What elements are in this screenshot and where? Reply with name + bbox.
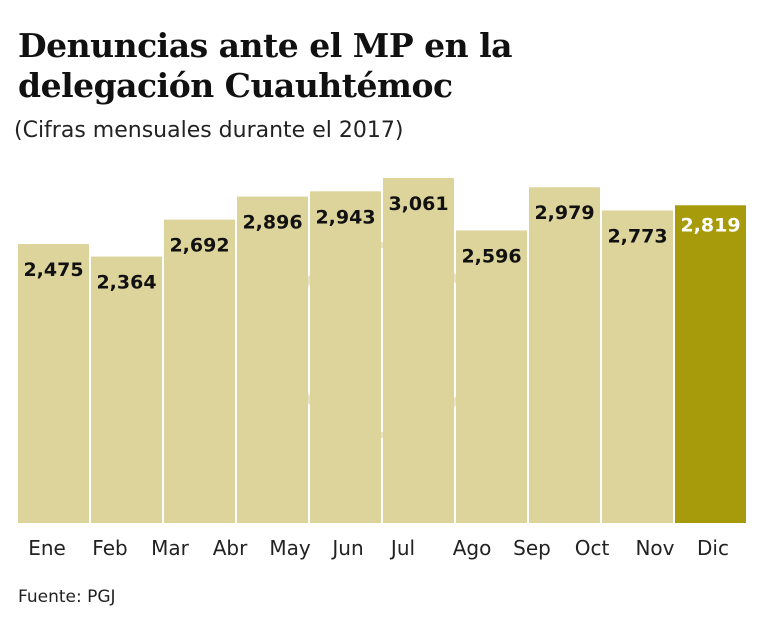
chart-title: Denuncias ante el MP en la delegación Cu… xyxy=(18,26,513,105)
value-label-5: 3,061 xyxy=(388,193,448,215)
x-tick-label-Abr: Abr xyxy=(213,536,248,560)
x-tick-label-Sep: Sep xyxy=(513,536,551,560)
bar-5 xyxy=(383,178,454,523)
x-tick-label-Nov: Nov xyxy=(635,536,674,560)
chart-source: Fuente: PGJ xyxy=(18,587,116,607)
bar-7 xyxy=(529,187,600,524)
value-label-1: 2,364 xyxy=(96,272,156,294)
x-tick-label-Ago: Ago xyxy=(453,536,492,560)
x-tick-label-Ene: Ene xyxy=(28,536,66,560)
bar-2 xyxy=(164,219,235,523)
x-tick-label-May: May xyxy=(269,536,311,560)
bar-9 xyxy=(675,205,746,524)
value-label-6: 2,596 xyxy=(461,245,521,267)
x-tick-label-Jun: Jun xyxy=(330,536,363,560)
bar-4 xyxy=(310,191,381,524)
bar-8 xyxy=(602,210,673,524)
value-label-0: 2,475 xyxy=(23,259,83,281)
x-tick-label-Jul: Jul xyxy=(389,536,415,560)
x-tick-label-Oct: Oct xyxy=(575,536,610,560)
bar-3 xyxy=(237,196,308,523)
bar-0 xyxy=(18,244,89,523)
value-label-7: 2,979 xyxy=(534,202,594,224)
value-label-8: 2,773 xyxy=(607,225,667,247)
value-label-4: 2,943 xyxy=(315,206,375,228)
x-tick-label-Feb: Feb xyxy=(92,536,127,560)
chart-subtitle: (Cifras mensuales durante el 2017) xyxy=(14,118,404,143)
bar-6 xyxy=(456,230,527,523)
value-label-2: 2,692 xyxy=(169,235,229,257)
x-tick-label-Dic: Dic xyxy=(697,536,729,560)
bar-1 xyxy=(91,256,162,523)
x-tick-label-Mar: Mar xyxy=(151,536,190,560)
value-label-9: 2,819 xyxy=(680,214,740,236)
value-label-3: 2,896 xyxy=(242,212,302,234)
